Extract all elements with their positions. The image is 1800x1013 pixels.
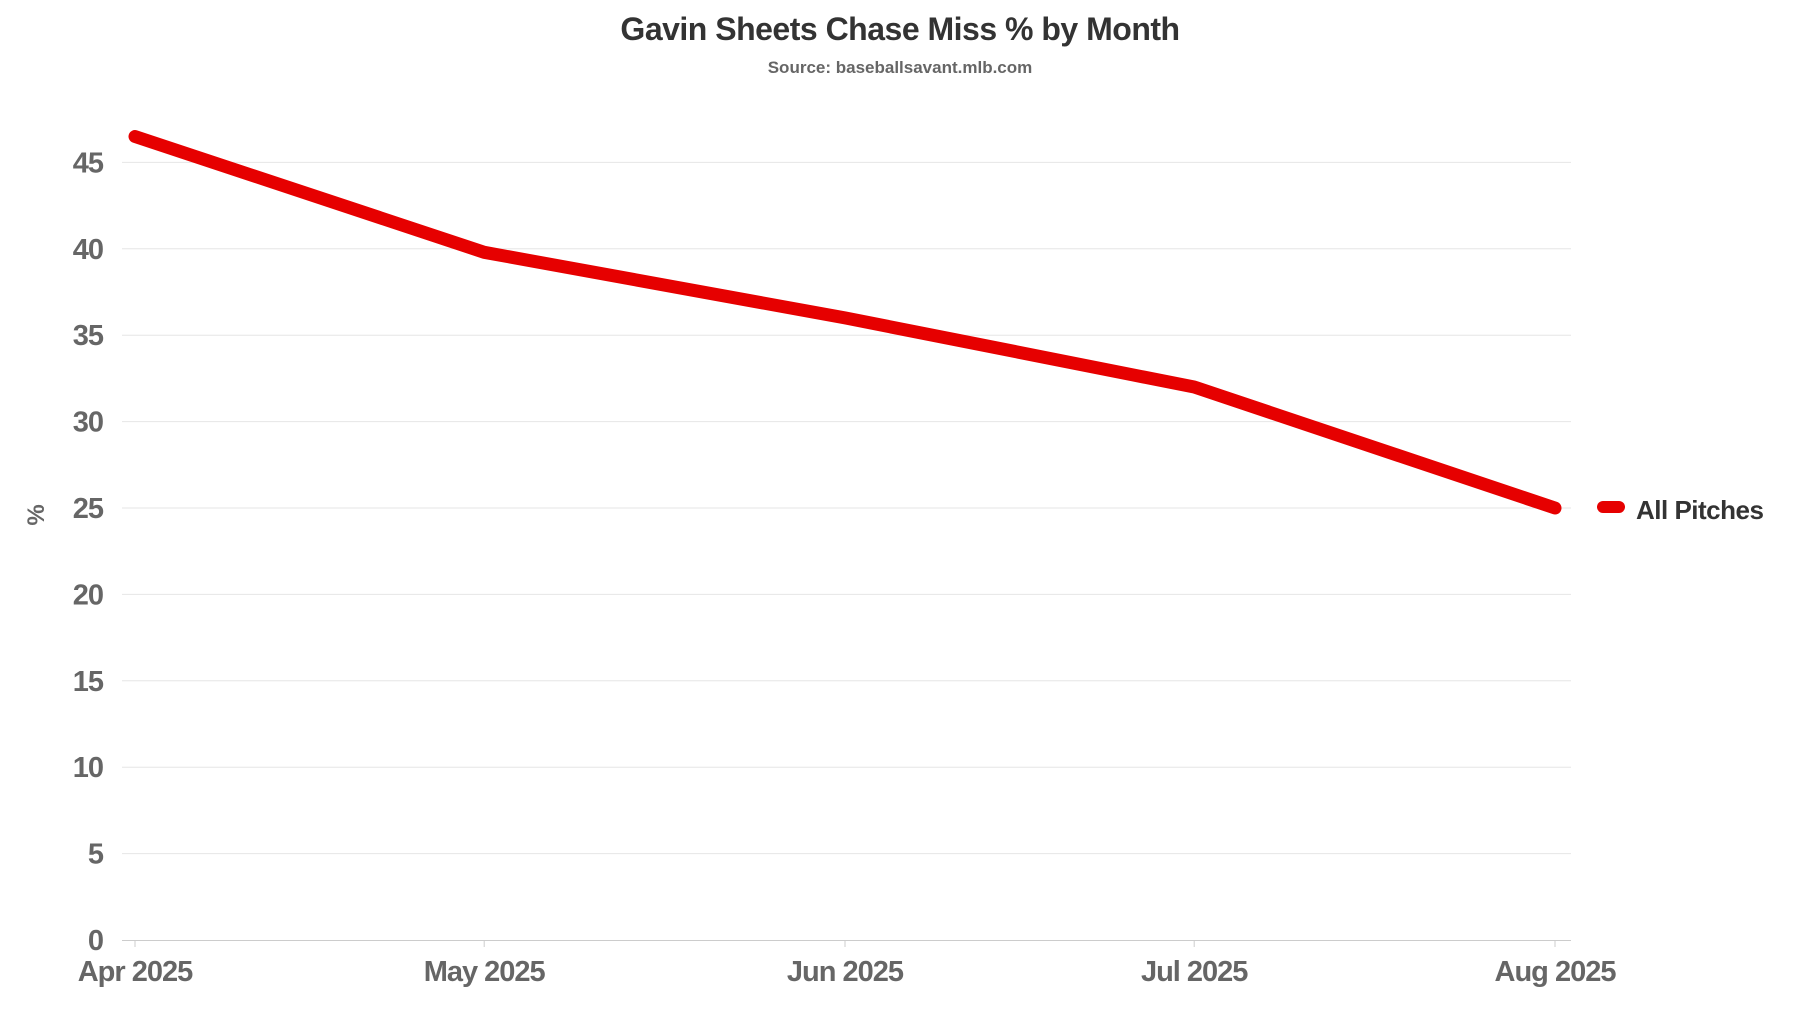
chart-subtitle: Source: baseballsavant.mlb.com [768, 58, 1033, 77]
gridlines-layer [122, 161, 1571, 855]
y-tick-label: 45 [73, 147, 104, 179]
x-tick-label: May 2025 [424, 956, 546, 988]
x-axis-labels-layer: Apr 2025 May 2025 Jun 2025 Jul 2025 Aug 2025 [78, 956, 1618, 988]
y-tick-label: 30 [73, 407, 103, 439]
y-tick-label: 20 [73, 579, 103, 611]
y-tick-label: 10 [73, 752, 103, 784]
legend-item-all-pitches[interactable]: All Pitches [1597, 495, 1764, 525]
y-tick-label: 25 [73, 493, 104, 525]
y-axis-title: % [23, 504, 50, 525]
y-tick-label: 5 [88, 839, 104, 871]
x-tick-label: Jul 2025 [1141, 956, 1248, 988]
chart-title: Gavin Sheets Chase Miss % by Month [620, 11, 1179, 47]
y-tick-label: 40 [73, 234, 103, 266]
legend-label: All Pitches [1636, 495, 1763, 525]
x-tick-label: Aug 2025 [1495, 956, 1617, 988]
x-tick-label: Jun 2025 [787, 956, 904, 988]
y-axis-labels-layer: 0 5 10 15 20 25 30 35 40 45 [73, 147, 105, 957]
y-tick-label: 35 [73, 320, 104, 352]
y-tick-label: 15 [73, 666, 104, 698]
series-line-all-pitches [128, 130, 1562, 515]
x-axis-layer [122, 940, 1571, 947]
x-tick-label: Apr 2025 [78, 956, 193, 988]
legend-marker-icon [1597, 501, 1625, 513]
y-tick-label: 0 [88, 925, 103, 957]
